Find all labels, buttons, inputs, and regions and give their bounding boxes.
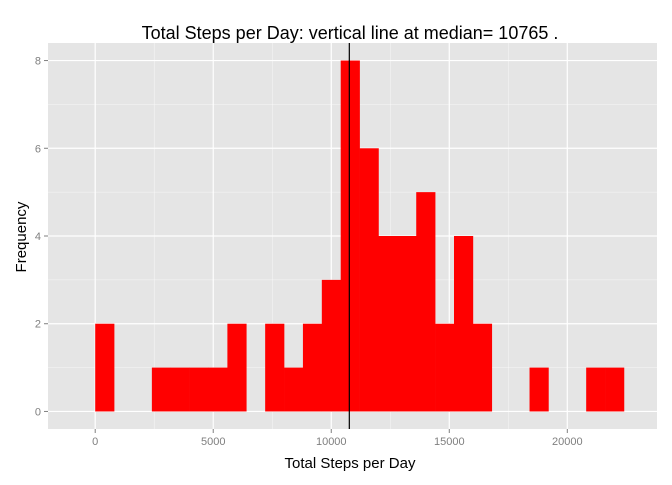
- histogram-bar: [189, 367, 209, 412]
- x-tick-label: 0: [92, 436, 98, 448]
- histogram-bar: [151, 367, 172, 412]
- histogram-bar: [170, 367, 190, 412]
- histogram-bar: [284, 367, 304, 412]
- histogram-bar: [397, 236, 417, 412]
- y-axis-title: Frequency: [13, 201, 30, 272]
- histogram-bar: [265, 323, 285, 412]
- x-tick-label: 15000: [434, 436, 465, 448]
- chart-title: Total Steps per Day: vertical line at me…: [142, 23, 559, 43]
- histogram-bar: [321, 279, 341, 412]
- histogram-bar: [435, 323, 455, 412]
- x-tick-label: 10000: [316, 436, 347, 448]
- x-tick-label: 20000: [552, 436, 583, 448]
- y-tick-label: 2: [35, 319, 41, 331]
- histogram-bar: [302, 323, 323, 412]
- y-axis-ticks: 0 2 4 6 8: [35, 56, 48, 418]
- y-tick-label: 0: [35, 406, 41, 418]
- y-tick-label: 6: [35, 143, 41, 155]
- histogram-bar: [359, 148, 379, 412]
- histogram-bar: [416, 192, 436, 412]
- histogram-bar: [227, 323, 247, 412]
- histogram-bars: [95, 60, 625, 412]
- histogram-bar: [586, 367, 606, 412]
- histogram-bar: [378, 236, 398, 412]
- histogram-bar: [340, 60, 360, 412]
- histogram-bar: [529, 367, 549, 412]
- y-tick-label: 8: [35, 56, 41, 68]
- histogram-bar: [605, 367, 625, 412]
- histogram-bar: [472, 323, 493, 412]
- x-tick-label: 5000: [201, 436, 225, 448]
- histogram-bar: [208, 367, 228, 412]
- histogram-bar: [95, 323, 115, 412]
- histogram-bar: [454, 236, 474, 412]
- x-axis-ticks: 0 5000 10000 15000 20000: [92, 429, 583, 448]
- y-tick-label: 4: [35, 231, 41, 243]
- x-axis-title: Total Steps per Day: [285, 455, 416, 472]
